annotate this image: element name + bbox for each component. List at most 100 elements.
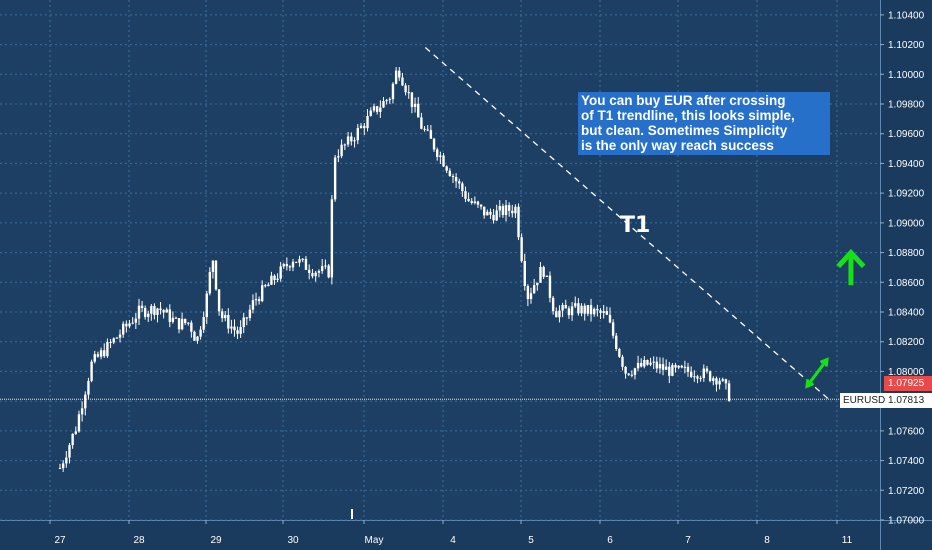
- candle-body: [93, 354, 96, 362]
- y-tick-label: 1.07000: [888, 516, 925, 527]
- candle-body: [520, 237, 523, 262]
- candle-body: [514, 206, 517, 214]
- y-tick-label: 1.08400: [888, 308, 925, 319]
- candle-body: [267, 284, 270, 287]
- candle-body: [291, 261, 295, 268]
- y-tick-label: 1.08800: [888, 248, 925, 259]
- annotation-line: You can buy EUR after crossing: [581, 93, 786, 108]
- candle-body: [708, 371, 712, 381]
- x-tick-label: 8: [764, 535, 770, 546]
- candle-body: [112, 338, 115, 343]
- candle-body: [583, 305, 586, 314]
- candle-body: [627, 373, 630, 375]
- candle-body: [304, 258, 308, 270]
- x-tick-label: 5: [528, 535, 534, 546]
- x-tick-label: 29: [210, 535, 222, 546]
- candle-body: [633, 368, 637, 375]
- candle-body: [501, 206, 505, 216]
- candle-body: [68, 445, 71, 458]
- candle-body: [611, 322, 615, 336]
- candle-body: [683, 366, 687, 368]
- candle-body: [165, 309, 168, 313]
- candle-body: [245, 317, 248, 319]
- x-tick-label: 11: [842, 535, 853, 546]
- candle-body: [205, 293, 208, 318]
- time-axis-strip: [0, 520, 932, 550]
- y-tick-label: 1.08000: [888, 367, 925, 378]
- candle-body: [668, 366, 671, 376]
- candle-body: [401, 77, 404, 86]
- annotation-box[interactable]: You can buy EUR after crossing of T1 tre…: [578, 92, 830, 155]
- candle-body: [596, 308, 599, 311]
- trendline-label: T1: [620, 213, 651, 238]
- candle-body: [517, 206, 520, 238]
- x-tick-label: May: [365, 535, 384, 546]
- candle-body: [379, 107, 382, 112]
- candle-body: [545, 275, 548, 277]
- candle-body: [643, 360, 646, 367]
- candle-body: [574, 303, 577, 307]
- x-tick-label: 28: [133, 535, 145, 546]
- candle-body: [159, 308, 162, 311]
- candle-body: [109, 342, 112, 344]
- y-tick-label: 1.09000: [888, 218, 925, 229]
- candle-body: [479, 204, 483, 207]
- candle-body: [199, 329, 202, 337]
- candle-body: [285, 264, 289, 267]
- candle-body: [407, 92, 410, 94]
- candle-body: [511, 210, 514, 214]
- candle-body: [436, 149, 439, 157]
- candle-body: [705, 368, 709, 372]
- double-arrow-shaft: [805, 358, 829, 388]
- candles: [58, 66, 731, 472]
- candle-body: [420, 117, 423, 129]
- candle-body: [134, 318, 138, 323]
- candle-body: [140, 305, 144, 308]
- annotation-line: of T1 trendline, this looks simple,: [581, 108, 795, 123]
- candle-body: [536, 282, 539, 286]
- x-axis-ticks: 27 28 29 30 May 4 5 6 7 8 11: [49, 520, 853, 546]
- candle-body: [458, 181, 461, 184]
- candle-body: [327, 265, 330, 278]
- candle-body: [661, 364, 665, 370]
- candle-body: [236, 330, 239, 334]
- candle-body: [693, 376, 696, 378]
- candle-body: [308, 269, 311, 274]
- candle-body: [282, 264, 285, 267]
- candle-body: [168, 309, 171, 322]
- candle-body: [385, 100, 388, 102]
- candle-body: [363, 125, 366, 129]
- candle-body: [721, 379, 724, 381]
- y-tick-label: 1.10400: [888, 10, 925, 21]
- candle-body: [605, 311, 609, 315]
- candle-body: [529, 293, 533, 300]
- candle-body: [270, 275, 273, 285]
- candle-body: [317, 271, 321, 273]
- candle-body: [476, 201, 480, 205]
- candle-body: [718, 380, 721, 385]
- symbol-tag: EURUSD: [840, 393, 889, 408]
- candle-body: [242, 317, 245, 328]
- candle-body: [58, 468, 62, 469]
- candle-body: [150, 305, 153, 314]
- candle-body: [689, 371, 693, 377]
- candle-body: [696, 376, 699, 379]
- y-tick-label: 1.10200: [888, 40, 925, 51]
- candle-body: [602, 311, 605, 313]
- candle-body: [470, 201, 473, 203]
- candle-body: [346, 136, 350, 145]
- candle-body: [542, 266, 545, 277]
- candle-body: [184, 318, 187, 323]
- candle-body: [664, 366, 668, 370]
- candle-body: [658, 364, 662, 369]
- candle-body: [649, 362, 652, 365]
- candle-body: [343, 144, 347, 146]
- candle-body: [61, 463, 65, 469]
- candle-body: [264, 285, 267, 287]
- candle-body: [489, 211, 492, 215]
- candle-body: [254, 299, 258, 301]
- candle-body: [495, 210, 498, 221]
- candle-body: [526, 285, 530, 300]
- candle-body: [532, 285, 536, 294]
